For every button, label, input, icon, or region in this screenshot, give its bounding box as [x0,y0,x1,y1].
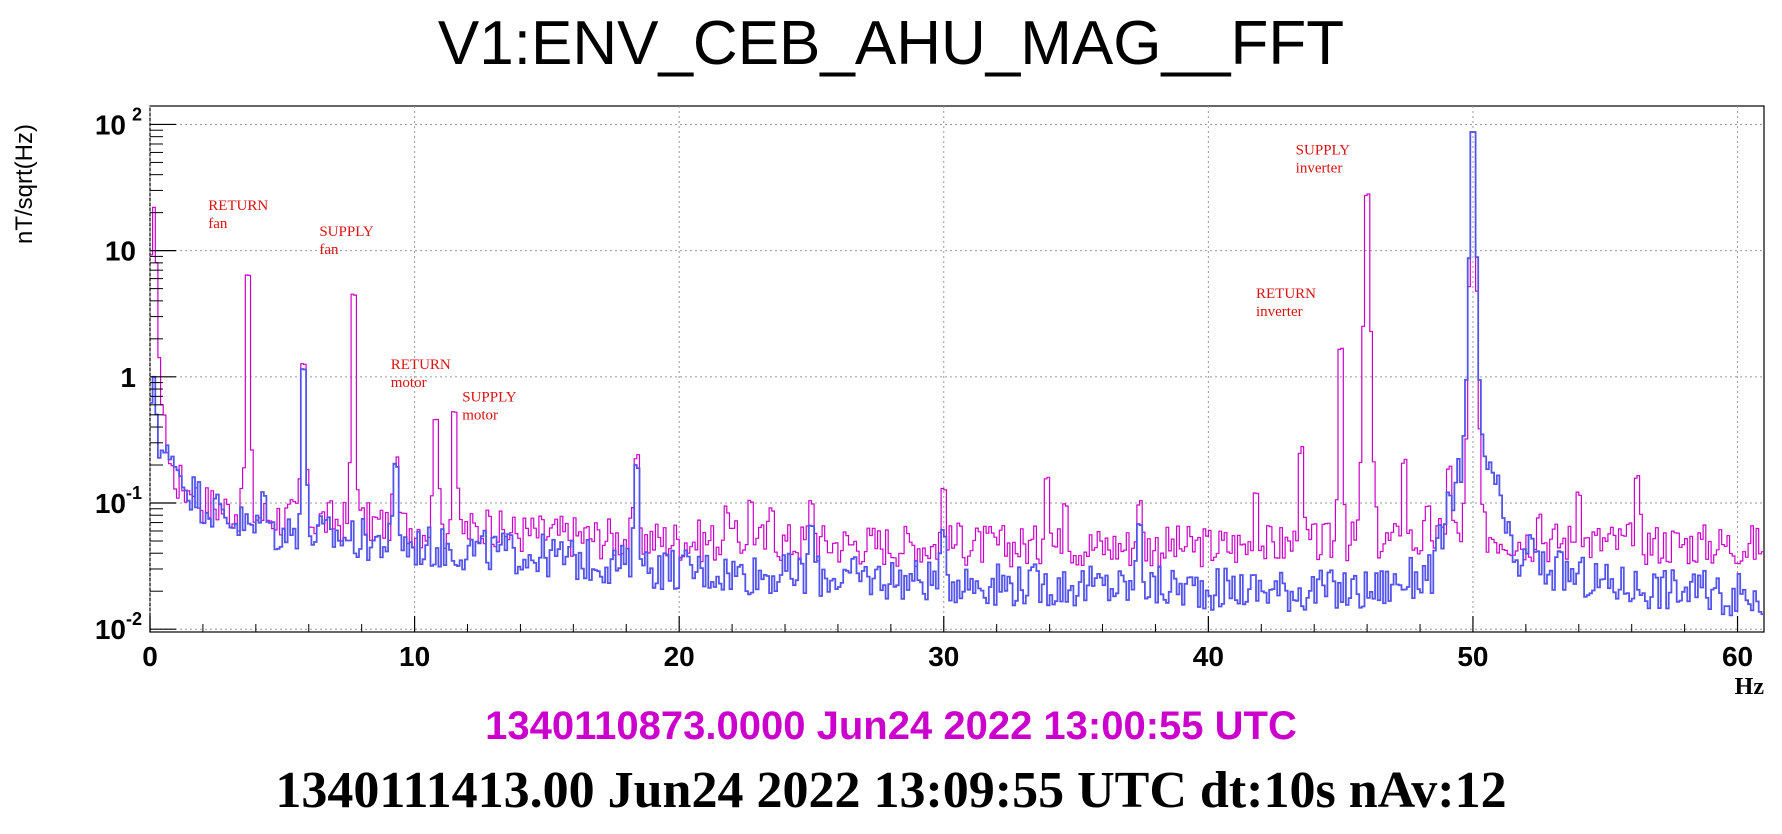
annotation-line: SUPPLY [1296,142,1351,158]
x-tick-label: 40 [1193,641,1224,672]
x-tick-label: 60 [1722,641,1753,672]
series-line-magenta [150,131,1764,568]
annotation-line: RETURN [1256,286,1316,302]
y-tick-exponent: 2 [132,104,142,124]
annotation-line: SUPPLY [319,224,374,240]
x-tick-label: 0 [142,641,158,672]
annotation-line: fan [319,242,339,258]
x-tick-label: 30 [928,641,959,672]
current-timestamp: 1340111413.00 Jun24 2022 13:09:55 UTC dt… [275,762,1507,819]
y-tick-label: 10 [95,109,126,140]
annotation-line: fan [208,216,228,232]
peak-annotation: SUPPLY motor [462,389,517,423]
spectrum-traces [150,131,1764,617]
annotation-line: inverter [1296,160,1343,176]
y-tick-label: 10 [105,236,136,267]
annotation-line: motor [462,407,498,423]
y-tick-label: 1 [120,362,136,393]
x-tick-label: 20 [664,641,695,672]
peak-annotation: SUPPLY fan [319,224,374,258]
annotation-line: motor [391,375,427,391]
annotation-line: SUPPLY [462,389,517,405]
grid-lines [149,106,1764,632]
peak-annotation: SUPPLY inverter [1296,142,1351,176]
plot-frame [149,105,1765,633]
series-line-blue [150,131,1764,617]
annotation-line: inverter [1256,304,1303,320]
peak-annotations: RETURN fan SUPPLY fan RETURN motor SUPPLY motor… [208,142,1350,423]
y-tick-label: 10 [95,488,126,519]
y-tick-label: 10 [95,614,126,645]
peak-annotation: RETURN fan [208,198,268,232]
y-tick-exponent: -1 [126,483,142,503]
x-tick-label: 50 [1457,641,1488,672]
y-axis-label: nT/sqrt(Hz) [11,124,38,244]
annotation-line: RETURN [208,198,268,214]
annotation-line: RETURN [391,357,451,373]
x-tick-label: 10 [399,641,430,672]
peak-annotation: RETURN motor [391,357,451,391]
x-axis-label: Hz [1735,674,1765,700]
peak-annotation: RETURN inverter [1256,286,1316,320]
y-tick-exponent: -2 [126,609,142,629]
reference-timestamp: 1340110873.0000 Jun24 2022 13:00:55 UTC [485,704,1297,748]
chart-title: V1:ENV_CEB_AHU_MAG__FFT [437,9,1345,78]
